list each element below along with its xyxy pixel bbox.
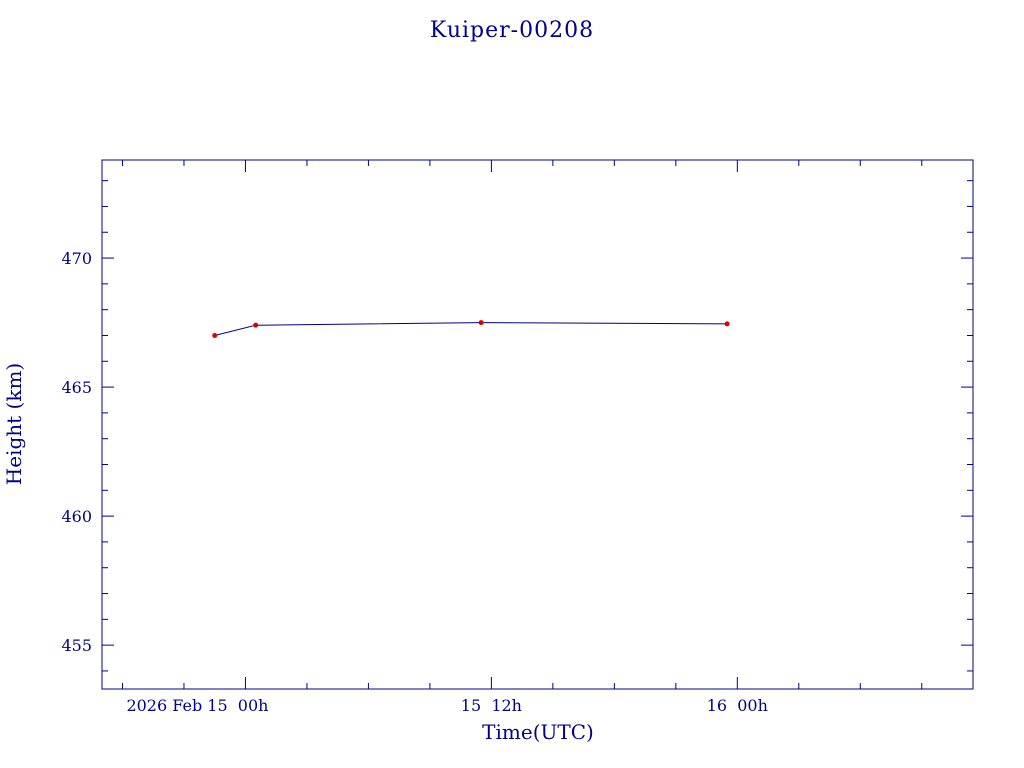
x-tick-label: 16 00h bbox=[707, 696, 768, 715]
y-tick-label: 470 bbox=[61, 249, 92, 268]
data-point bbox=[253, 322, 259, 328]
tick-labels: 455 460 465 470 2026 Feb 15 00h 15 12h 16 00h bbox=[61, 249, 767, 715]
x-tick-label: 15 12h bbox=[461, 696, 522, 715]
data-point bbox=[478, 320, 484, 326]
y-axis-title: Height (km) bbox=[2, 363, 26, 485]
x-tick-label: 2026 Feb 15 00h bbox=[126, 696, 268, 715]
data-point bbox=[212, 332, 218, 338]
plot-frame bbox=[101, 159, 974, 690]
y-tick-label: 460 bbox=[61, 507, 92, 526]
y-tick-label: 465 bbox=[61, 378, 92, 397]
y-tick-label: 455 bbox=[61, 636, 92, 655]
data-point bbox=[724, 321, 730, 327]
data-series bbox=[212, 320, 730, 338]
series-line bbox=[214, 322, 728, 336]
tick-marks bbox=[102, 160, 973, 689]
chart-title: Kuiper-00208 bbox=[430, 18, 594, 43]
x-axis-title: Time(UTC) bbox=[482, 720, 594, 744]
